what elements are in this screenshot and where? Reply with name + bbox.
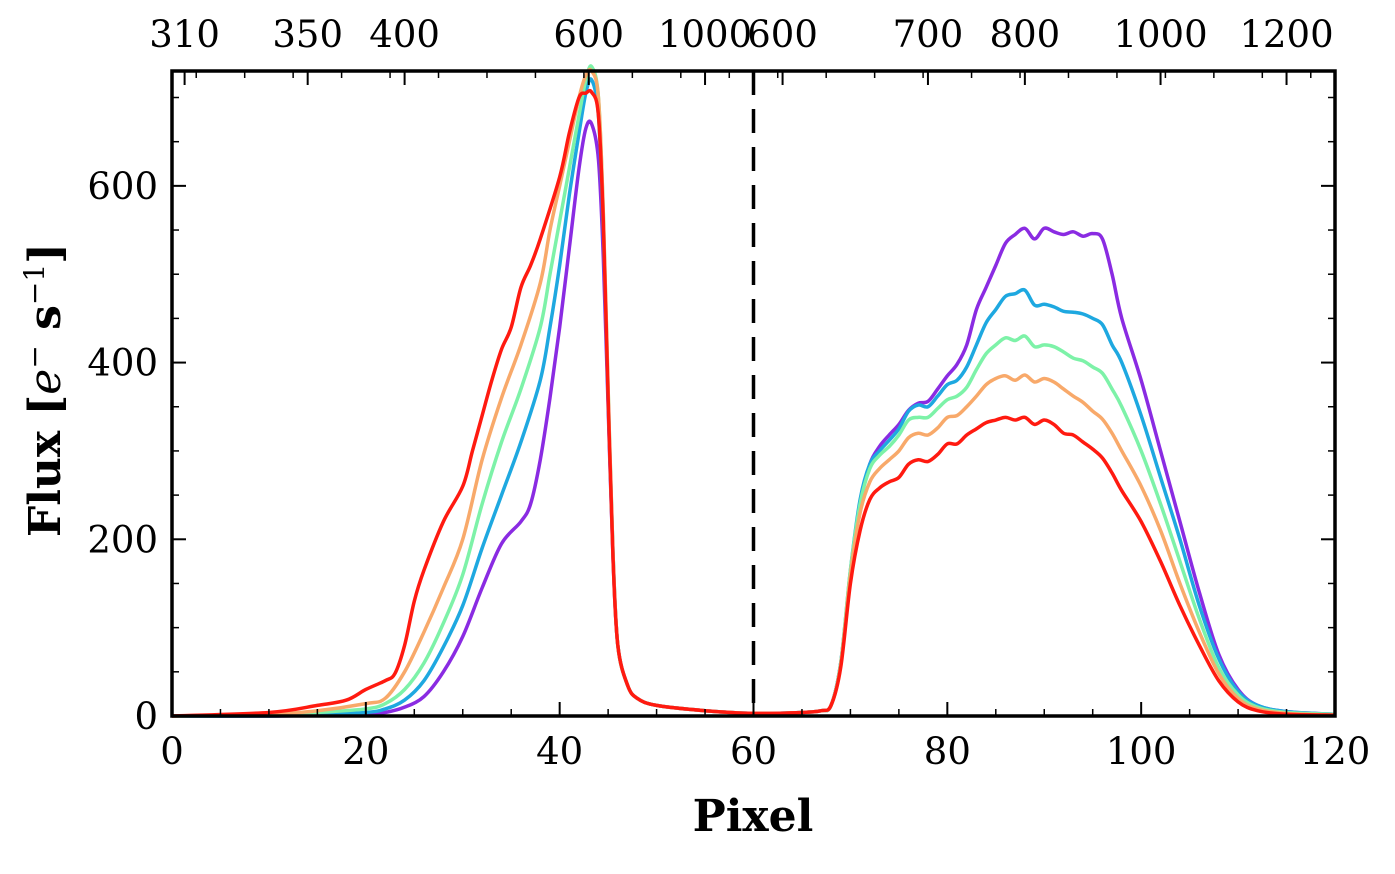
x-axis-title: Pixel [693,791,814,842]
y-axis-title-s: s [20,305,71,345]
top-tick-label: 800 [990,13,1061,56]
x-tick-label: 40 [536,730,583,773]
top-tick-label: 1000 [1113,13,1207,56]
y-tick-label: 0 [134,695,158,738]
y-axis-title: Flux [e− s−1] [18,243,71,537]
top-tick-label: 310 [149,13,220,56]
top-tick-label: 1000 [658,13,752,56]
y-axis-title-sup1: − [18,345,51,368]
y-tick-label: 600 [87,165,158,208]
y-axis-title-sup2: −1 [18,264,51,305]
x-tick-label: 80 [924,730,971,773]
plot-frame [170,69,1337,718]
x-tick-label: 20 [342,730,389,773]
series-line-4 [171,67,1336,718]
y-tick-label: 400 [87,342,158,385]
top-tick-label: 350 [272,13,343,56]
top-tick-label: 400 [369,13,440,56]
x-tick-label: 0 [160,730,184,773]
y-axis-title-e: e [20,369,71,395]
y-tick-label: 200 [87,518,158,561]
top-tick-label: 600 [747,13,818,56]
series-line-5 [171,88,1336,718]
x-tick-label: 120 [1300,730,1371,773]
top-tick-label: 700 [893,13,964,56]
top-tick-label: 1200 [1239,13,1333,56]
y-axis-title-close: ] [20,243,71,264]
x-tick-label: 60 [730,730,777,773]
top-tick-label: 600 [553,13,624,56]
y-axis-title-main: Flux [ [20,395,71,537]
x-tick-label: 100 [1106,730,1177,773]
series-lines [171,64,1336,718]
